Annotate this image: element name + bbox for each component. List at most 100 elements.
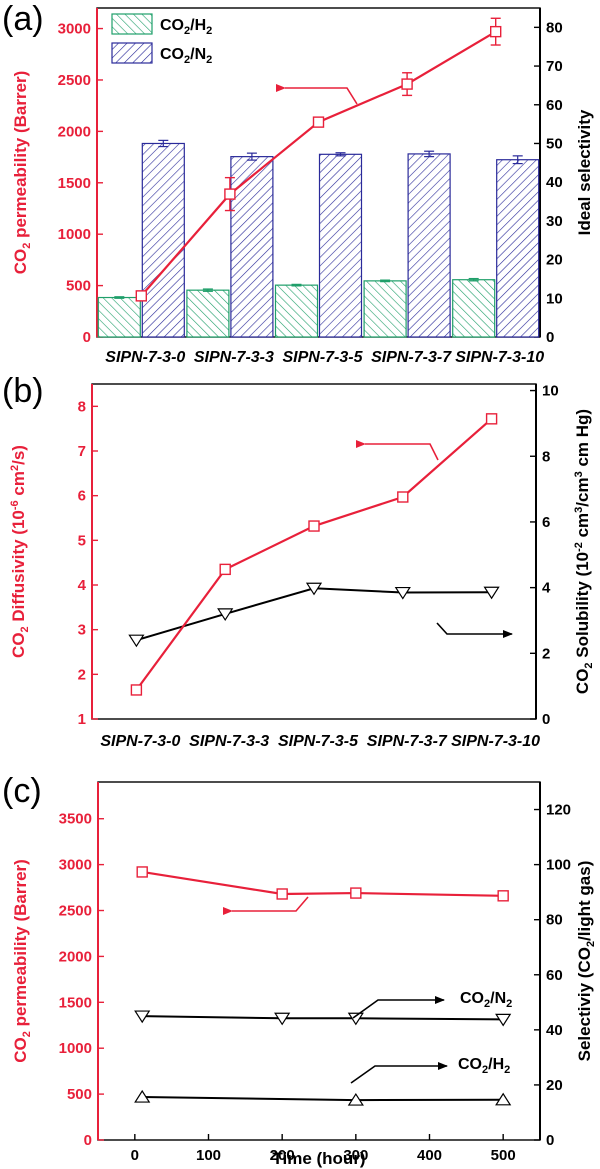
y2-axis-title: Selectiviy (CO2/light gas) (575, 861, 597, 1062)
y2-tick-label: 50 (546, 135, 563, 152)
permeability-line (142, 870, 504, 897)
y2-tick-label: 80 (546, 912, 563, 929)
category-label: SIPN-7-3-10 (451, 733, 540, 750)
y-tick-label: 1000 (58, 226, 91, 243)
panel-c: (c)0500100015002000250030003500020406080… (2, 772, 597, 1168)
co2-h2-line (142, 1096, 504, 1102)
square-marker (485, 413, 498, 425)
y-tick-label: 4 (78, 577, 87, 594)
y-tick-label: 2500 (59, 903, 92, 920)
x-tick-label: 500 (491, 1147, 516, 1164)
x-tick-label: 200 (270, 1147, 295, 1164)
y-tick-label: 6 (78, 488, 86, 505)
y-tick-label: 2500 (58, 72, 91, 89)
triangle-up-marker (347, 1092, 364, 1106)
y-axis-title: CO2 permeability (Barrer) (11, 859, 33, 1063)
bar-co2-n2 (318, 153, 363, 338)
y-tick-label: 1500 (58, 175, 91, 192)
y2-tick-label: 100 (546, 857, 571, 874)
y2-tick-label: 40 (546, 174, 563, 191)
triangle-down-marker (483, 586, 500, 600)
x-tick-label: 100 (196, 1147, 221, 1164)
annotation-co2-n2: CO2/N2 (460, 990, 512, 1010)
y2-tick-label: 10 (546, 290, 563, 307)
triangle-up-marker (134, 1089, 151, 1103)
y-tick-label: 3000 (58, 21, 91, 38)
x-tick-label: 0 (131, 1147, 139, 1164)
triangle-down-marker (274, 1012, 291, 1026)
square-marker (490, 25, 502, 38)
plot-frame (91, 383, 537, 720)
bar-co2-n2 (141, 142, 185, 338)
y2-tick-label: 4 (542, 580, 551, 597)
square-marker (401, 78, 413, 90)
y-axis-title: CO2 Diffusivity (10-6 cm2/s) (9, 445, 31, 658)
category-label: SIPN-7-3-5 (278, 733, 359, 750)
bar-co2-h2 (363, 280, 407, 338)
legend-swatch-co2-h2 (111, 13, 153, 35)
arrow-to-left-axis (276, 84, 358, 105)
x-axis-title: Time (hour) (272, 1149, 365, 1168)
x-tick-label: 400 (417, 1147, 442, 1164)
y-tick-label: 1000 (59, 1040, 92, 1057)
bar-co2-h2 (97, 296, 141, 338)
y2-tick-label: 20 (546, 1077, 563, 1094)
panel-label: (b) (2, 372, 44, 410)
bar-co2-h2 (452, 279, 496, 338)
triangle-down-marker (347, 1012, 364, 1026)
arrow-to-right-axis (436, 622, 513, 638)
category-label: SIPN-7-3-7 (371, 349, 452, 366)
y-tick-label: 3500 (59, 811, 92, 828)
triangle-down-marker (134, 1010, 151, 1024)
y2-tick-label: 20 (546, 252, 563, 269)
legend-swatch-co2-n2 (111, 42, 153, 64)
category-label: SIPN-7-3-0 (105, 349, 185, 366)
category-label: SIPN-7-3-3 (189, 733, 269, 750)
y-tick-label: 1500 (59, 994, 92, 1011)
y2-tick-label: 60 (546, 967, 563, 984)
square-marker (276, 888, 288, 900)
square-marker (350, 887, 362, 899)
y2-tick-label: 80 (546, 19, 563, 36)
y2-tick-label: 0 (542, 711, 550, 728)
legend-label-co2-n2: CO2/N2 (160, 46, 212, 66)
square-marker (497, 890, 509, 902)
category-label: SIPN-7-3-5 (282, 349, 363, 366)
arrow-to-right-axis (350, 1062, 448, 1084)
arrow-to-left-axis (356, 440, 439, 461)
triangle-down-marker (217, 608, 234, 622)
triangle-down-marker (394, 586, 411, 600)
y-tick-label: 0 (83, 329, 91, 346)
x-tick-label: 300 (343, 1147, 368, 1164)
y2-axis-title: CO2 Solubility (10-2 cm3/cm3 cm Hg) (573, 409, 595, 694)
square-marker (224, 188, 236, 200)
square-marker (312, 116, 325, 128)
panel-a: (a) 0 500 1000 1500 2000 2500 3000 0 10 20 30 40 50 60… (2, 0, 594, 366)
y-axis-title: CO2 permeability (Barrer) (11, 71, 33, 275)
y2-tick-label: 8 (542, 448, 550, 465)
category-label: SIPN-7-3-7 (367, 733, 448, 750)
annotation-co2-h2: CO2/H2 (458, 1056, 510, 1076)
category-label: SIPN-7-3-3 (194, 349, 274, 366)
y2-tick-label: 40 (546, 1022, 563, 1039)
category-label: SIPN-7-3-0 (100, 733, 180, 750)
panel-label: (c) (2, 772, 42, 810)
y-tick-label: 500 (67, 1086, 92, 1103)
y2-tick-label: 2 (542, 645, 550, 662)
y-tick-label: 8 (78, 398, 86, 415)
y-tick-label: 3000 (59, 857, 92, 874)
arrow-to-left-axis (223, 896, 309, 915)
plot-frame (97, 781, 541, 1141)
panel-label: (a) (2, 0, 44, 38)
solubility-line (136, 587, 492, 642)
square-marker (308, 520, 320, 532)
y-tick-label: 500 (66, 278, 91, 295)
y-tick-label: 1 (78, 711, 86, 728)
triangle-down-marker (128, 634, 145, 648)
arrow-to-right-axis (352, 996, 445, 1019)
triangle-up-marker (495, 1092, 512, 1106)
co2-n2-line (142, 1015, 504, 1021)
square-marker (219, 563, 231, 576)
bar-co2-h2 (186, 289, 230, 338)
legend-label-co2-h2: CO2/H2 (160, 17, 212, 37)
